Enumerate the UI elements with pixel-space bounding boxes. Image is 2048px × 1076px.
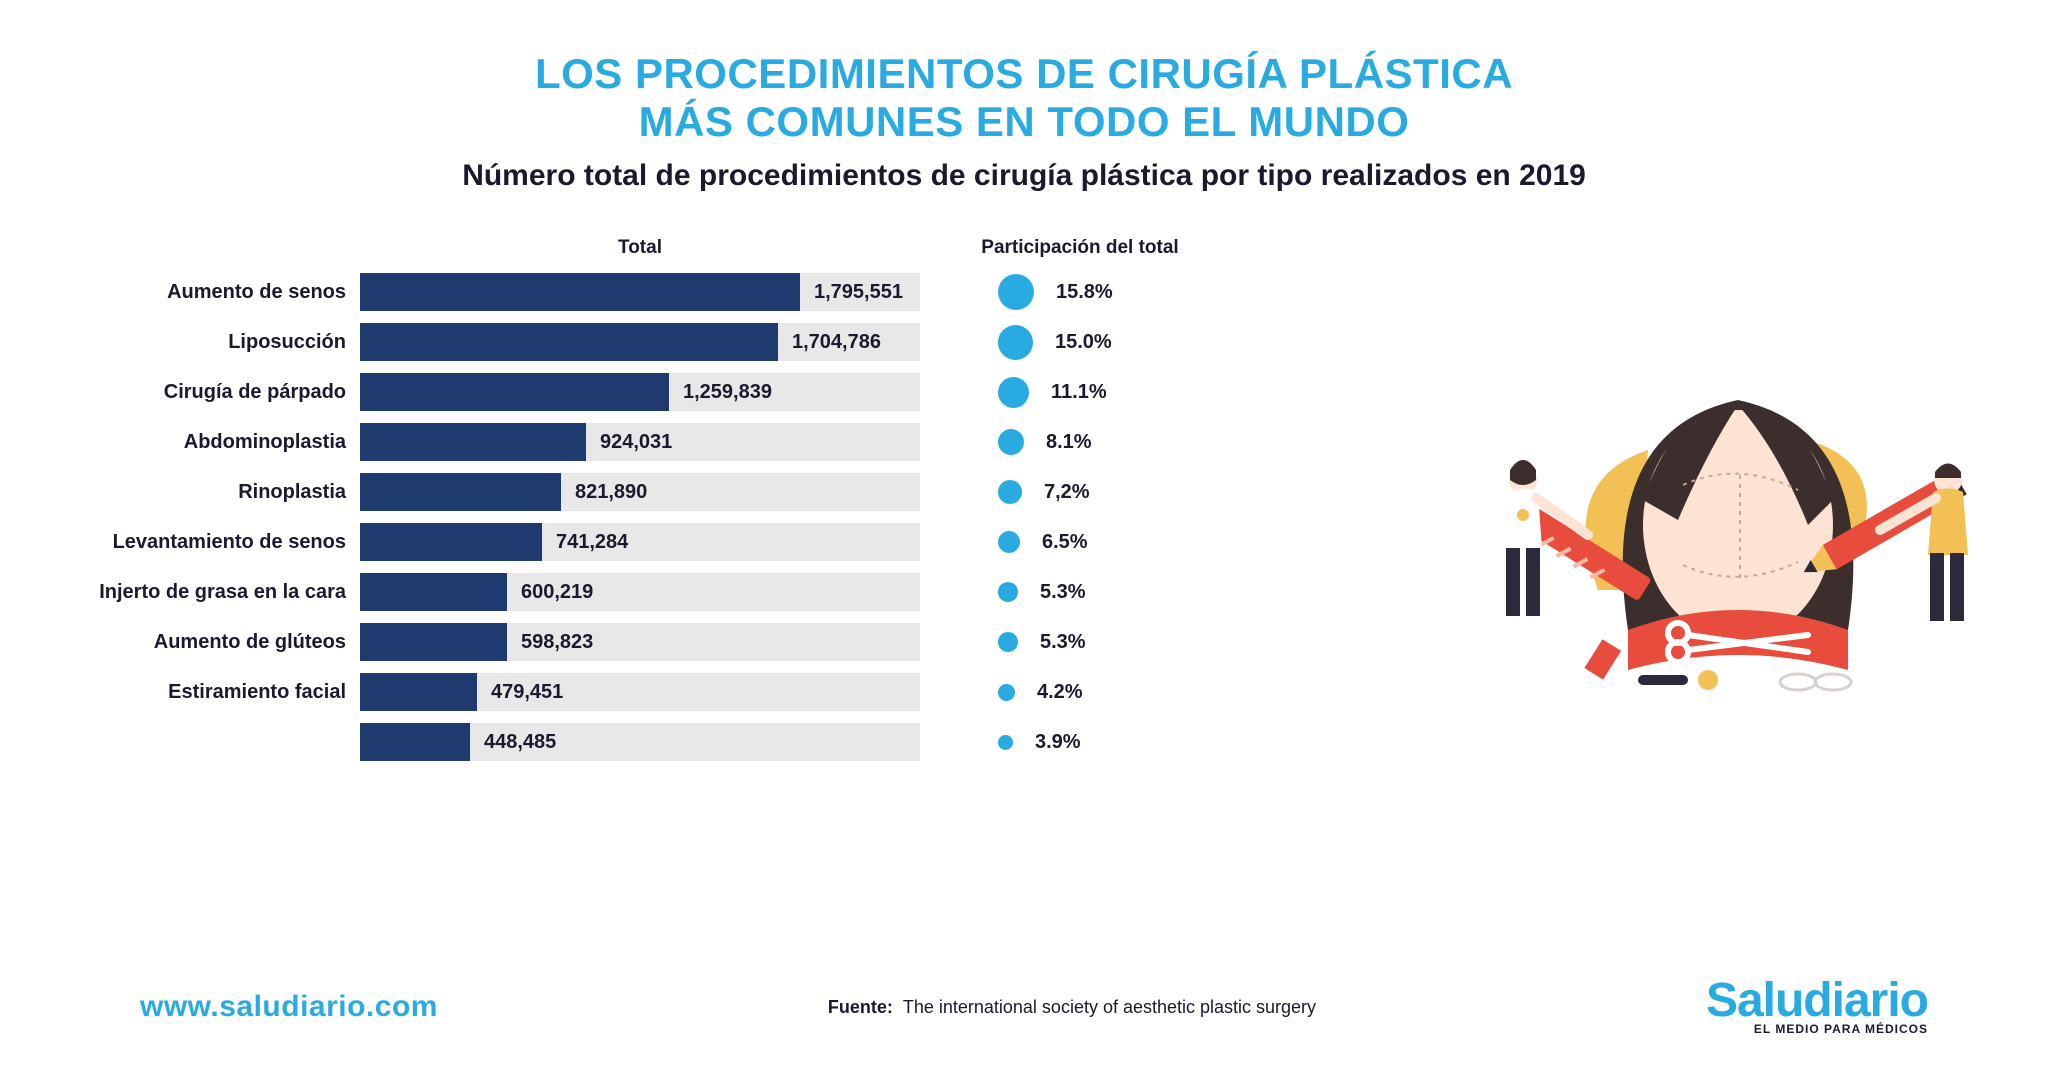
bar-value: 448,485 [484, 731, 556, 754]
bar [360, 723, 470, 761]
participation-cell: 5.3% [920, 581, 1180, 604]
row-label: Aumento de senos [90, 281, 360, 304]
header-participation: Participación del total [920, 238, 1180, 259]
share-value: 7,2% [1044, 481, 1090, 504]
bar [360, 273, 800, 311]
chart-row: Rinoplastia 821,890 7,2% [90, 467, 1270, 517]
share-dot [998, 684, 1015, 701]
bar-value: 479,451 [491, 681, 563, 704]
bar [360, 573, 507, 611]
share-value: 8.1% [1046, 431, 1092, 454]
row-label: Aumento de glúteos [90, 631, 360, 654]
share-value: 5.3% [1040, 581, 1086, 604]
source-label: Fuente: [828, 997, 893, 1017]
share-value: 4.2% [1037, 681, 1083, 704]
decorative-illustration [1478, 330, 1988, 710]
participation-cell: 15.0% [920, 325, 1180, 360]
header-total: Total [360, 237, 920, 259]
chart-row: Injerto de grasa en la cara 600,219 5.3% [90, 567, 1270, 617]
share-value: 6.5% [1042, 531, 1088, 554]
share-dot [998, 582, 1018, 602]
participation-cell: 5.3% [920, 631, 1180, 654]
row-label: Rinoplastia [90, 481, 360, 504]
bar-value: 821,890 [575, 481, 647, 504]
row-label: Injerto de grasa en la cara [90, 581, 360, 604]
row-label: Liposucción [90, 331, 360, 354]
participation-cell: 7,2% [920, 480, 1180, 504]
chart-rows: Aumento de senos 1,795,551 15.8% Liposucció… [90, 267, 1270, 767]
participation-cell: 8.1% [920, 429, 1180, 455]
participation-cell: 15.8% [920, 274, 1180, 310]
row-label: Estiramiento facial [90, 681, 360, 704]
bar [360, 523, 542, 561]
row-label: Levantamiento de senos [90, 531, 360, 554]
row-label: Cirugía de párpado [90, 381, 360, 404]
share-value: 3.9% [1035, 731, 1081, 754]
column-headers: Total Participación del total [90, 215, 1270, 259]
share-dot [998, 531, 1020, 553]
share-dot [998, 735, 1013, 750]
website-url: www.saludiario.com [140, 990, 438, 1024]
participation-cell: 4.2% [920, 681, 1180, 704]
row-label: Abdominoplastia [90, 431, 360, 454]
source-citation: Fuente: The international society of aes… [438, 997, 1706, 1018]
bar-cell: 821,890 [360, 473, 920, 511]
bar-cell: 741,284 [360, 523, 920, 561]
share-value: 5.3% [1040, 631, 1086, 654]
share-dot [998, 377, 1029, 408]
bar [360, 673, 477, 711]
chart-row: Levantamiento de senos 741,284 6.5% [90, 517, 1270, 567]
bar [360, 423, 586, 461]
bar-value: 1,704,786 [792, 331, 881, 354]
bar-cell: 600,219 [360, 573, 920, 611]
brand-logo: Saludiario EL MEDIO PARA MÉDICOS [1706, 979, 1928, 1036]
bar [360, 373, 669, 411]
share-dot [998, 274, 1034, 310]
main-title: LOS PROCEDIMIENTOS DE CIRUGÍA PLÁSTICA M… [0, 50, 2048, 147]
participation-cell: 3.9% [920, 731, 1180, 754]
chart-row: Aumento de glúteos 598,823 5.3% [90, 617, 1270, 667]
share-value: 15.0% [1055, 331, 1112, 354]
bar [360, 323, 778, 361]
source-text: The international society of aesthetic p… [903, 997, 1316, 1017]
bar-cell: 1,795,551 [360, 273, 920, 311]
share-dot [998, 429, 1024, 455]
chart-row: Abdominoplastia 924,031 8.1% [90, 417, 1270, 467]
share-dot [998, 632, 1018, 652]
bar-cell: 479,451 [360, 673, 920, 711]
bar-value: 741,284 [556, 531, 628, 554]
bar [360, 623, 507, 661]
title-line-1: LOS PROCEDIMIENTOS DE CIRUGÍA PLÁSTICA [0, 50, 2048, 98]
subtitle: Número total de procedimientos de cirugí… [0, 159, 2048, 193]
bar [360, 473, 561, 511]
bar-value: 600,219 [521, 581, 593, 604]
share-dot [998, 325, 1033, 360]
bar-cell: 924,031 [360, 423, 920, 461]
chart-row: Aumento de senos 1,795,551 15.8% [90, 267, 1270, 317]
bar-value: 598,823 [521, 631, 593, 654]
bar-cell: 448,485 [360, 723, 920, 761]
title-line-2: MÁS COMUNES EN TODO EL MUNDO [0, 98, 2048, 146]
footer: www.saludiario.com Fuente: The internati… [0, 979, 2048, 1036]
chart-row: 448,485 3.9% [90, 717, 1270, 767]
participation-cell: 6.5% [920, 531, 1180, 554]
chart-row: Estiramiento facial 479,451 4.2% [90, 667, 1270, 717]
bar-cell: 1,704,786 [360, 323, 920, 361]
share-value: 11.1% [1051, 381, 1107, 404]
bar-value: 1,259,839 [683, 381, 772, 404]
chart-row: Liposucción 1,704,786 15.0% [90, 317, 1270, 367]
participation-cell: 11.1% [920, 377, 1180, 408]
header: LOS PROCEDIMIENTOS DE CIRUGÍA PLÁSTICA M… [0, 0, 2048, 193]
bar-value: 924,031 [600, 431, 672, 454]
bar-chart: Total Participación del total Aumento de… [90, 215, 1270, 767]
share-dot [998, 480, 1022, 504]
chart-row: Cirugía de párpado 1,259,839 11.1% [90, 367, 1270, 417]
bar-cell: 598,823 [360, 623, 920, 661]
bar-value: 1,795,551 [814, 281, 903, 304]
bar-cell: 1,259,839 [360, 373, 920, 411]
share-value: 15.8% [1056, 281, 1113, 304]
logo-brand: Saludiario [1706, 979, 1928, 1022]
